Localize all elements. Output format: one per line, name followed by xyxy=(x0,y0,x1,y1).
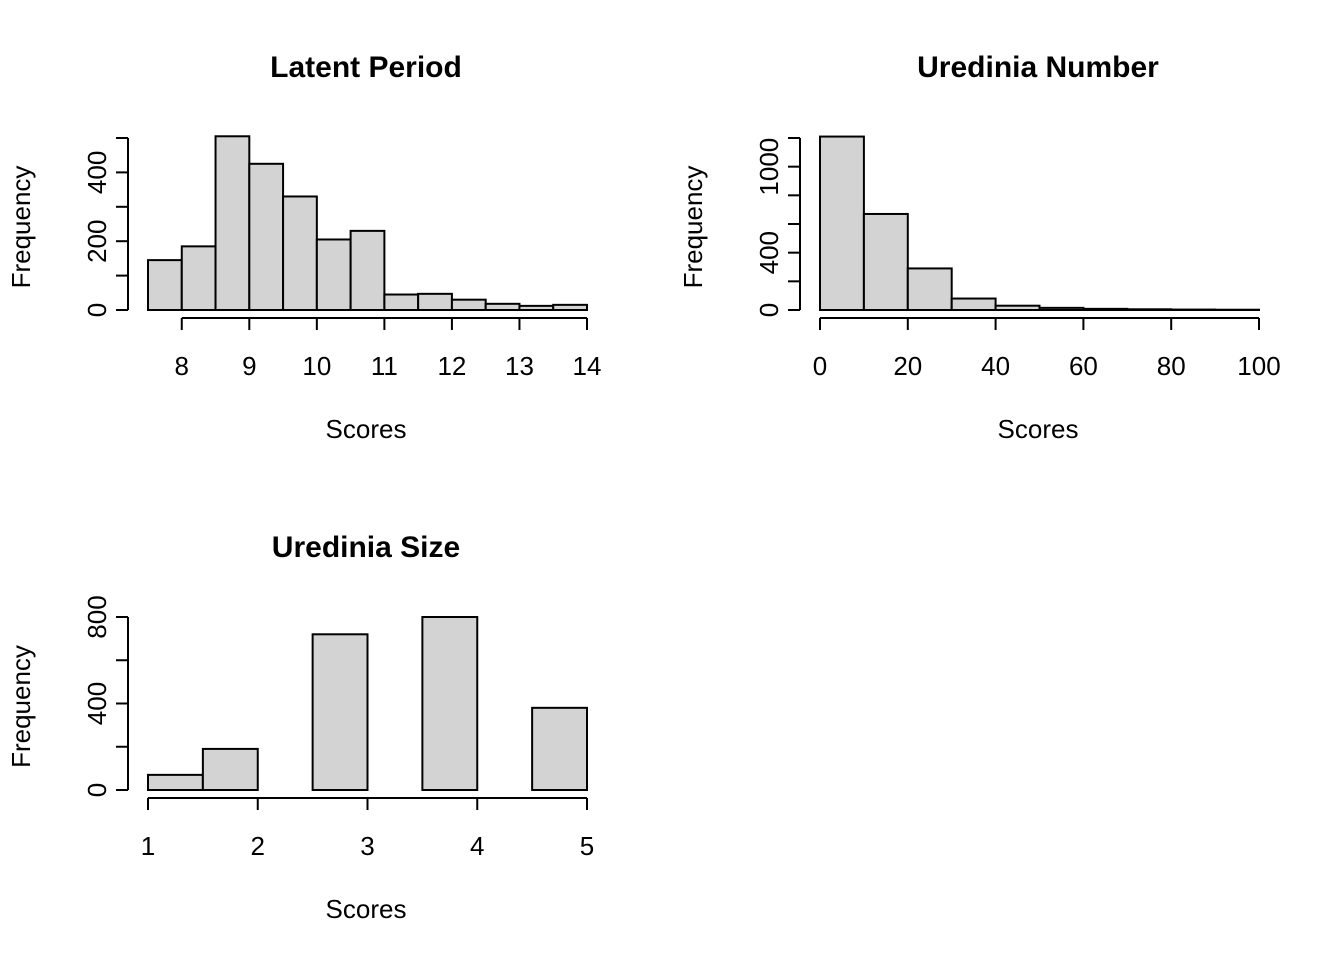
y-axis-label: Frequency xyxy=(678,166,708,289)
chart-title: Uredinia Size xyxy=(272,531,460,564)
x-tick-label: 0 xyxy=(813,351,827,381)
histogram-bar xyxy=(906,267,953,311)
x-tick-label: 60 xyxy=(1069,351,1098,381)
histogram-panel: 8 9 10 11 12 13 14 0 200 400 Latent Period Scores Fr… xyxy=(6,51,601,444)
histogram-bar xyxy=(1126,308,1173,311)
x-tick-label: 9 xyxy=(242,351,256,381)
histogram-bar xyxy=(201,747,259,791)
y-tick-label: 200 xyxy=(82,220,112,263)
x-tick-label: 10 xyxy=(302,351,331,381)
histogram-bar xyxy=(248,162,285,311)
y-axis-label: Frequency xyxy=(6,166,36,289)
histogram-panel: 1 2 3 4 5 0 400 800 Uredinia Size Scores Frequency xyxy=(6,531,594,924)
histogram-bar xyxy=(1082,307,1129,311)
x-tick-label: 8 xyxy=(175,351,189,381)
histogram-bar xyxy=(1038,306,1085,312)
y-tick-label: 800 xyxy=(82,595,112,638)
x-tick-label: 40 xyxy=(981,351,1010,381)
histogram-bar xyxy=(421,616,479,791)
x-tick-label: 2 xyxy=(251,831,265,861)
x-tick-label: 13 xyxy=(505,351,534,381)
y-tick-label: 400 xyxy=(82,151,112,194)
histogram-bar xyxy=(315,238,352,311)
histogram-bar xyxy=(417,292,453,311)
x-tick-label: 80 xyxy=(1157,351,1186,381)
x-tick-label: 11 xyxy=(371,351,398,381)
y-tick-label: 1000 xyxy=(754,138,784,196)
x-tick-label: 100 xyxy=(1237,351,1280,381)
y-tick-label: 0 xyxy=(754,303,784,317)
histogram-bar xyxy=(147,773,204,791)
chart-title: Uredinia Number xyxy=(917,51,1159,84)
y-tick-label: 0 xyxy=(82,303,112,317)
y-tick-label: 400 xyxy=(754,231,784,274)
x-tick-label: 12 xyxy=(437,351,466,381)
x-tick-label: 20 xyxy=(893,351,922,381)
x-tick-label: 3 xyxy=(360,831,374,861)
histogram-bar xyxy=(311,633,369,791)
histogram-bar xyxy=(950,297,997,311)
histogram-bar xyxy=(180,245,217,311)
histogram-bar xyxy=(282,195,318,311)
histogram-bar xyxy=(531,706,588,792)
histogram-bar xyxy=(147,259,183,311)
y-axis-label: Frequency xyxy=(6,645,36,768)
histogram-bar xyxy=(518,304,555,312)
chart-title: Latent Period xyxy=(270,51,462,84)
histogram-bar xyxy=(819,135,865,311)
x-tick-label: 14 xyxy=(573,351,602,381)
histogram-bar xyxy=(349,229,386,312)
x-tick-label: 4 xyxy=(470,831,484,861)
y-tick-label: 400 xyxy=(82,682,112,725)
histogram-bar xyxy=(862,212,909,311)
histogram-bar xyxy=(383,293,420,311)
histogram-bar xyxy=(552,303,589,311)
x-axis-label: Scores xyxy=(998,414,1079,444)
x-tick-label: 1 xyxy=(141,831,155,861)
x-axis-label: Scores xyxy=(326,414,407,444)
x-tick-label: 5 xyxy=(580,831,594,861)
y-tick-label: 0 xyxy=(82,783,112,797)
x-axis-label: Scores xyxy=(326,894,407,924)
histogram-bar xyxy=(214,135,251,311)
histogram-bar xyxy=(484,302,521,312)
histogram-bar xyxy=(994,304,1041,312)
histogram-bar xyxy=(450,298,487,311)
